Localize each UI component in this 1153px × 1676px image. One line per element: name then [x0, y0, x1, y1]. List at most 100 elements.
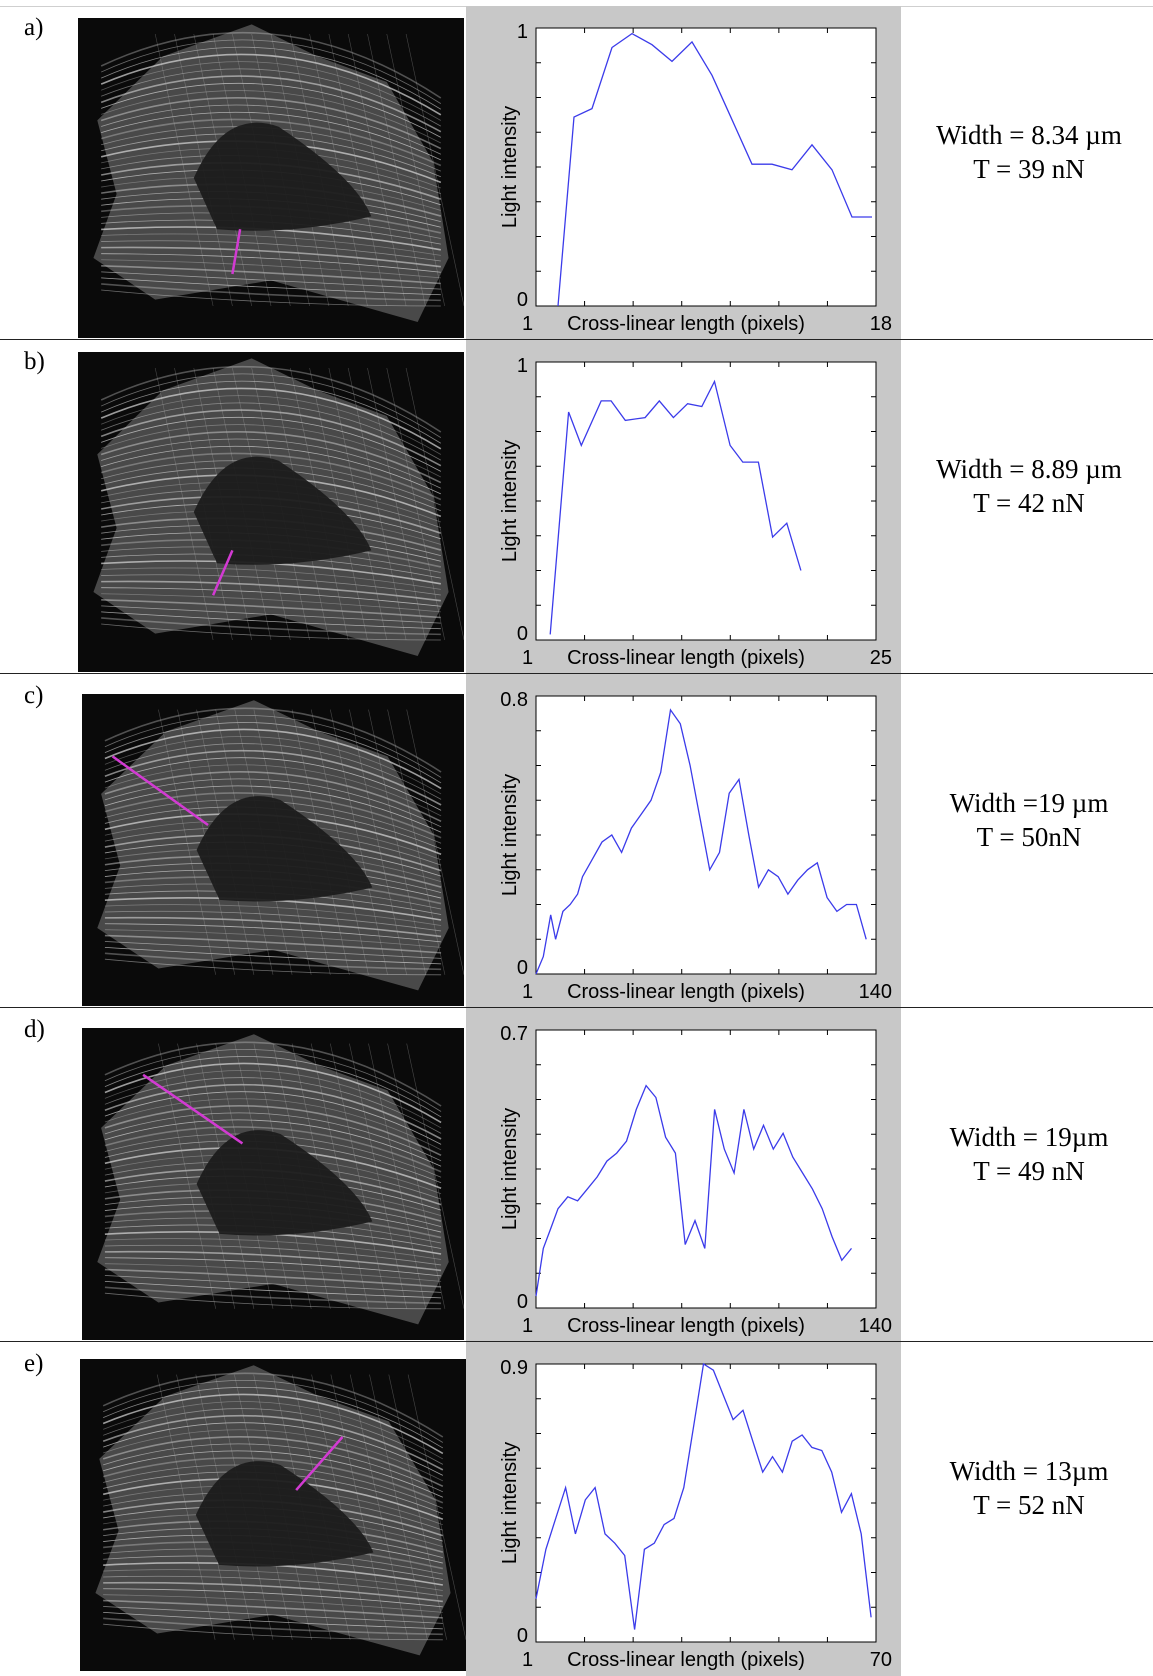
width-value: Width =19 µm	[949, 788, 1109, 818]
y-min-tick-label: 0	[517, 289, 528, 311]
actin-fiber	[104, 736, 442, 795]
actin-fiber	[154, 33, 214, 307]
actin-fiber	[101, 395, 442, 455]
actin-fiber	[100, 365, 442, 433]
y-axis-label: Light intensity	[499, 774, 521, 896]
x-max-tick-label: 25	[870, 647, 892, 669]
row-divider	[0, 1341, 1153, 1342]
plot-area	[535, 1363, 877, 1643]
actin-fiber	[100, 409, 442, 467]
row-divider	[0, 339, 1153, 340]
intensity-series-line	[535, 1084, 853, 1297]
actin-fiber	[386, 33, 445, 307]
figure-row: b) 1 0 1 25 Cross-linear length (pixels) Light…	[0, 340, 1153, 674]
actin-fiber	[104, 929, 442, 948]
actin-fiber	[311, 1374, 370, 1640]
figure-row: a) 1 0 1 18 Cross-linear length (pixels) Light…	[0, 6, 1153, 340]
nucleus	[196, 796, 373, 902]
actin-fiber	[104, 946, 442, 965]
measurement-line	[142, 1073, 244, 1145]
cell-micrograph	[82, 1028, 464, 1340]
actin-fiber	[104, 749, 442, 806]
cell-micrograph	[78, 352, 464, 672]
y-max-tick-label: 1	[517, 21, 528, 43]
actin-fiber	[310, 1043, 369, 1309]
actin-fiber	[103, 1575, 443, 1597]
actin-fiber	[100, 46, 442, 110]
cell-micrograph-svg	[93, 24, 464, 323]
y-axis-label: Light intensity	[499, 1108, 521, 1230]
actin-fiber	[104, 1049, 442, 1112]
actin-fiber	[104, 757, 442, 811]
measurement-line	[211, 549, 234, 596]
measurement-result: Width = 8.34 µm T = 39 nN	[905, 118, 1153, 186]
measurement-result: Width = 19µm T = 49 nN	[905, 1120, 1153, 1188]
actin-fiber	[100, 75, 442, 133]
actin-fiber	[158, 1043, 216, 1309]
actin-fiber	[104, 792, 442, 839]
intensity-series-line	[557, 32, 872, 307]
figure-row: d) 0.7 0 1 140 Cross-linear length (pixels) Li…	[0, 1008, 1153, 1342]
actin-fiber	[158, 709, 216, 975]
y-axis-label: Light intensity	[499, 440, 521, 562]
actin-fiber	[104, 1244, 442, 1266]
actin-fiber	[100, 431, 442, 484]
intensity-chart: 0.7 01 140 Cross-linear length (pixels) Ligh…	[499, 1023, 892, 1337]
actin-fiber	[104, 715, 442, 778]
actin-fiber	[104, 1286, 442, 1305]
actin-fiber	[104, 934, 442, 954]
actin-fiber	[103, 1611, 443, 1630]
y-max-tick-label: 0.7	[500, 1023, 528, 1045]
actin-fiber	[104, 1112, 442, 1162]
actin-fiber	[100, 118, 442, 167]
tension-value: T = 50nN	[976, 822, 1082, 852]
actin-fiber	[100, 31, 442, 99]
actin-fiber	[104, 941, 442, 959]
actin-fiber	[101, 264, 441, 285]
plot-area	[535, 1029, 877, 1309]
width-value: Width = 13µm	[949, 1456, 1109, 1486]
panel-label: d)	[24, 1016, 45, 1043]
x-max-tick-label: 70	[870, 1649, 892, 1671]
actin-fiber	[104, 728, 442, 790]
x-max-tick-label: 140	[859, 981, 892, 1003]
actin-fiber	[406, 1043, 464, 1309]
panel-label: e)	[24, 1350, 44, 1377]
actin-fiber	[103, 1606, 443, 1624]
x-axis-label: Cross-linear length (pixels)	[567, 313, 805, 335]
actin-fiber	[104, 764, 442, 817]
measurement-result: Width = 13µm T = 52 nN	[905, 1454, 1153, 1522]
actin-fiber	[104, 1041, 442, 1107]
actin-fiber	[104, 1056, 442, 1118]
actin-fiber	[104, 1062, 442, 1124]
actin-fiber	[104, 707, 442, 773]
width-value: Width = 8.89 µm	[936, 454, 1122, 484]
cell-micrograph	[78, 18, 464, 338]
x-min-tick-label: 1	[522, 1649, 533, 1671]
actin-fiber	[101, 424, 442, 478]
actin-fiber	[104, 952, 442, 971]
actin-fiber	[347, 33, 407, 307]
actin-fiber	[101, 567, 441, 590]
actin-fiber	[103, 1387, 444, 1449]
actin-fiber	[104, 1268, 442, 1288]
actin-fiber	[101, 598, 441, 619]
actin-fiber	[387, 1043, 446, 1309]
actin-fiber	[369, 1374, 428, 1640]
actin-fiber	[310, 709, 369, 975]
actin-fiber	[101, 104, 442, 155]
actin-fiber	[101, 61, 442, 121]
actin-fiber	[103, 1422, 444, 1476]
actin-fiber	[104, 1250, 442, 1272]
actin-fiber	[101, 277, 441, 296]
actin-fiber	[100, 39, 442, 104]
actin-fiber	[101, 402, 442, 461]
actin-fiber	[407, 1374, 466, 1640]
actin-fiber	[387, 709, 446, 975]
actin-fiber	[405, 367, 464, 641]
nucleus	[195, 1461, 374, 1567]
actin-fiber	[100, 373, 442, 438]
actin-fiber	[103, 1623, 443, 1641]
actin-fiber	[101, 617, 441, 636]
